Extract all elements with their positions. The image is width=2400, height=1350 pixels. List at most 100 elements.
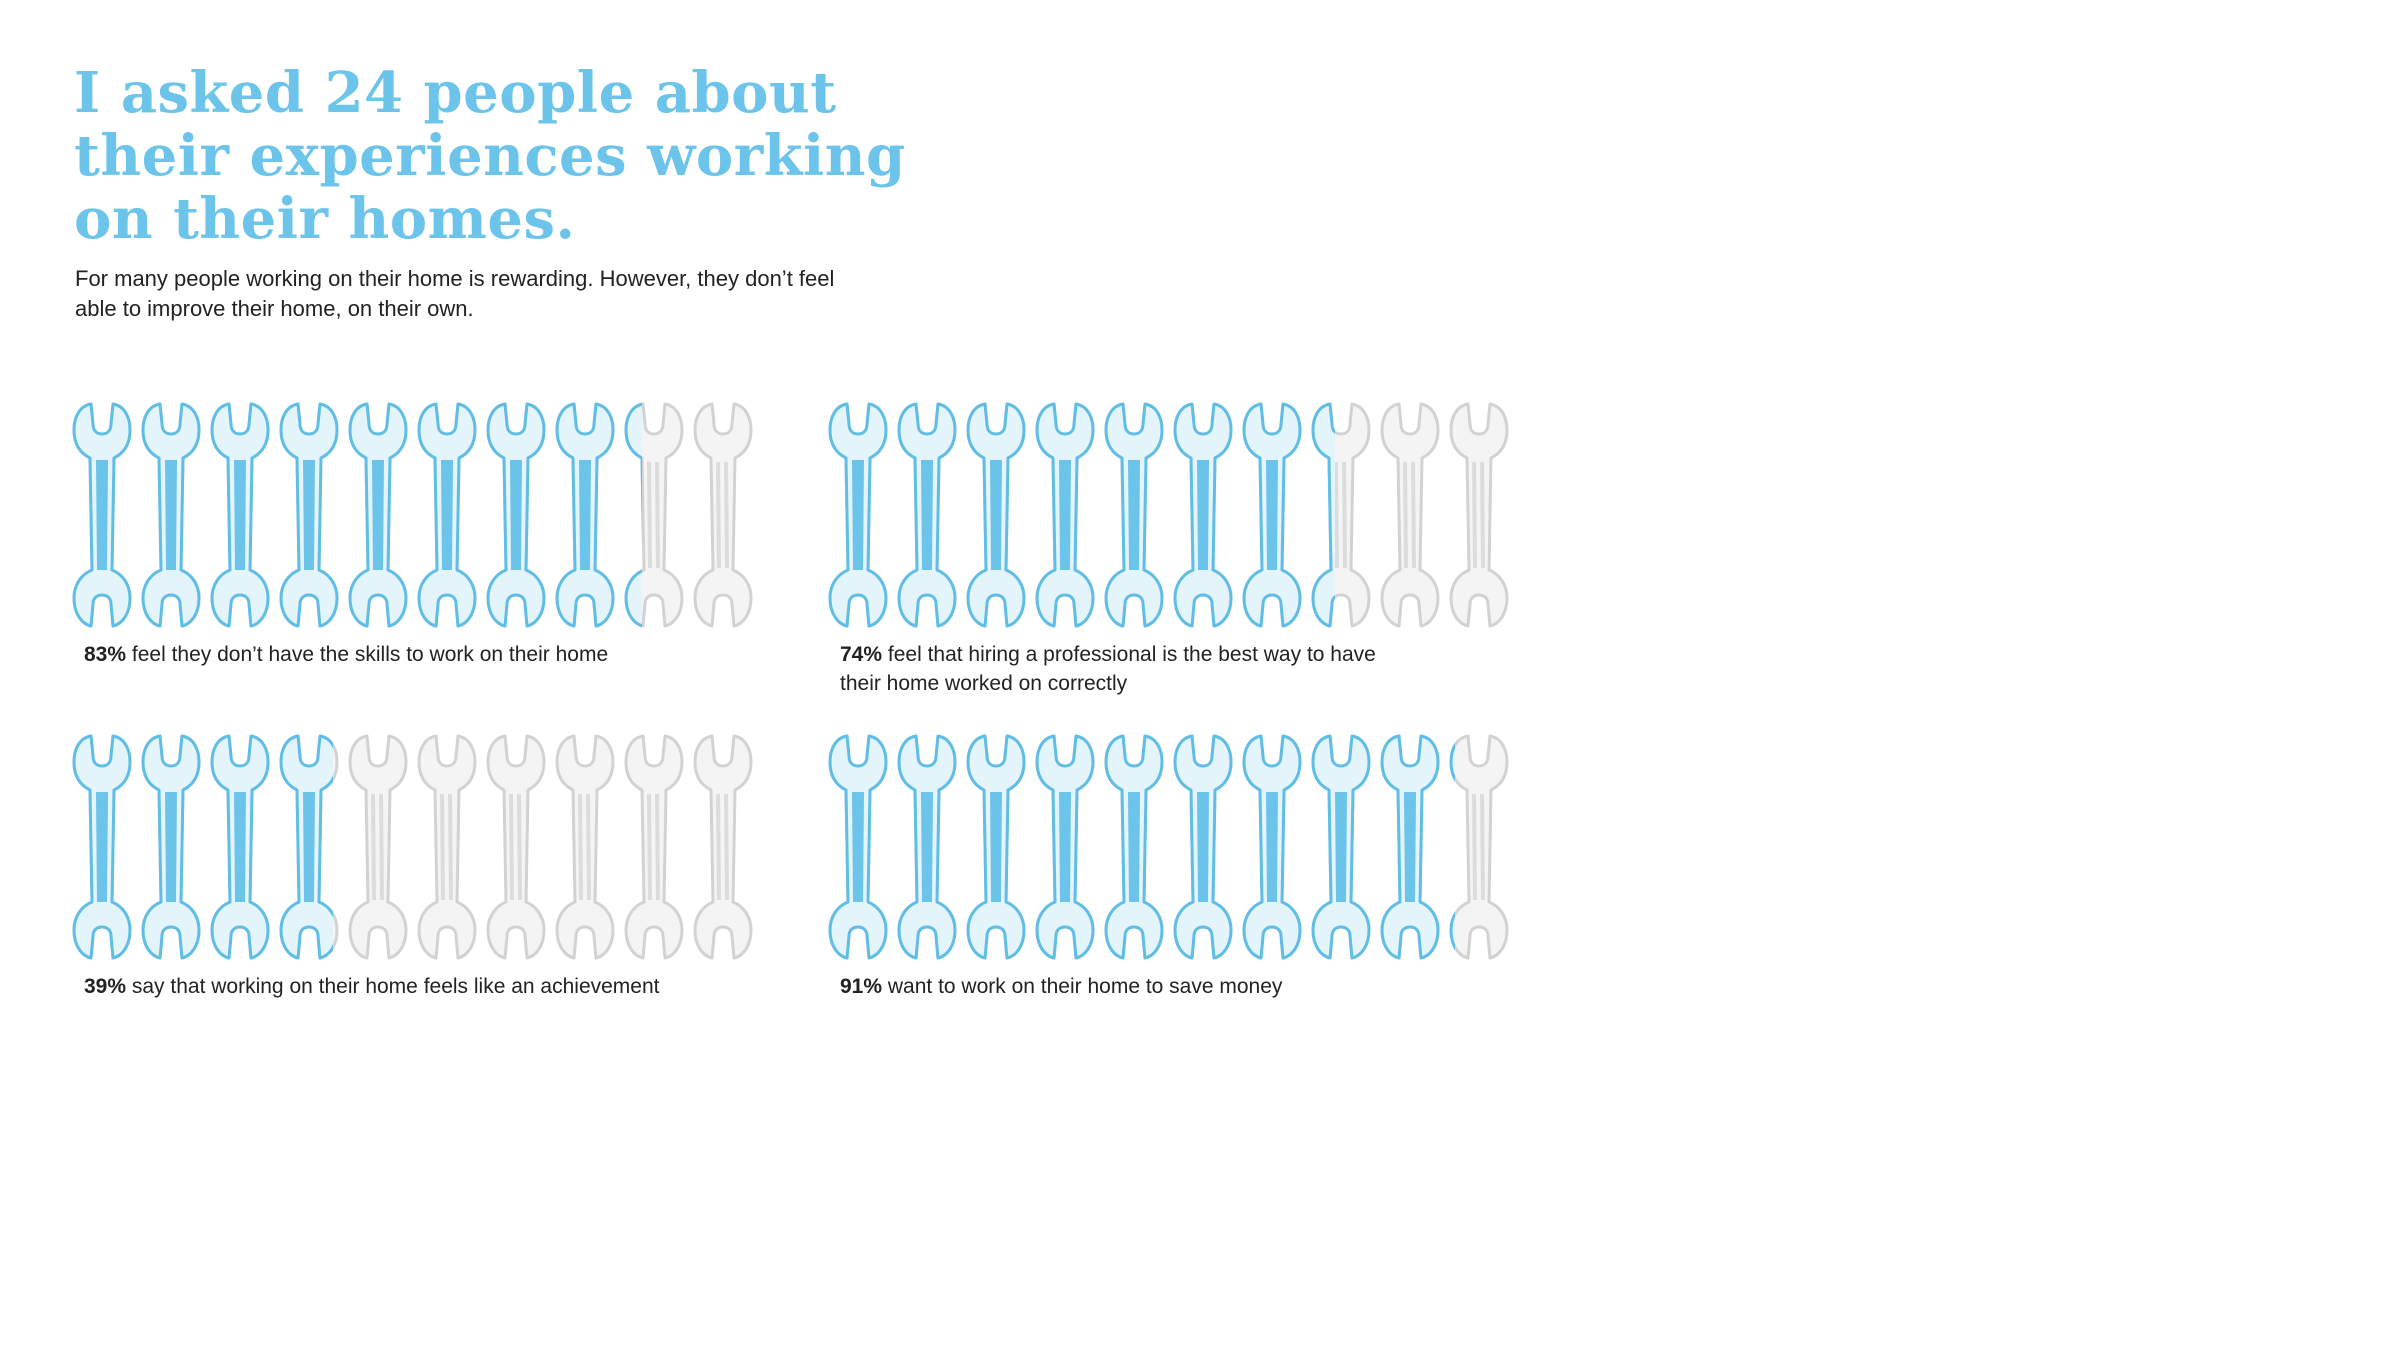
wrench-icon <box>210 734 270 960</box>
wrench-icon <box>1311 734 1371 960</box>
stat-percent: 74% <box>840 643 883 666</box>
wrench-filled-part <box>897 402 957 628</box>
wrench-pictograph <box>828 734 1509 960</box>
wrench-filled-part <box>486 402 546 628</box>
wrench-filled-part <box>1035 402 1095 628</box>
wrench-empty-part <box>486 734 546 960</box>
wrench-icon <box>624 402 684 628</box>
wrench-filled-part <box>966 402 1026 628</box>
wrench-filled-part <box>279 402 339 628</box>
wrench-icon <box>279 734 339 960</box>
wrench-icon <box>72 734 132 960</box>
wrench-filled-part <box>1104 402 1164 628</box>
wrench-filled-part <box>1311 734 1371 960</box>
wrench-filled-part <box>417 402 477 628</box>
stat-text: feel that hiring a professional is the b… <box>840 643 1376 695</box>
wrench-empty-part <box>348 734 408 960</box>
stat-caption: 91% want to work on their home to save m… <box>840 972 1490 1001</box>
wrench-icon <box>1173 402 1233 628</box>
wrench-icon <box>348 734 408 960</box>
wrench-icon <box>1380 402 1440 628</box>
wrench-empty-part <box>555 734 615 960</box>
wrench-empty-part <box>693 734 753 960</box>
wrench-filled-part <box>1242 734 1302 960</box>
wrench-icon <box>1449 402 1509 628</box>
wrench-icon <box>348 402 408 628</box>
wrench-empty-part <box>624 734 684 960</box>
stat-panel-achievement: 39% say that working on their home feels… <box>72 732 774 1032</box>
wrench-icon <box>1242 734 1302 960</box>
wrench-filled-part <box>555 402 615 628</box>
wrench-empty-part <box>417 734 477 960</box>
wrench-icon <box>141 402 201 628</box>
wrench-filled-part <box>624 402 642 628</box>
wrench-icon <box>210 402 270 628</box>
stat-text: say that working on their home feels lik… <box>131 975 660 998</box>
stat-text: want to work on their home to save money <box>887 975 1283 998</box>
stat-text: feel they don’t have the skills to work … <box>131 643 609 666</box>
stat-percent: 39% <box>84 975 127 998</box>
wrench-filled-part <box>210 734 270 960</box>
wrench-icon <box>693 402 753 628</box>
stat-panel-hiring: 74% feel that hiring a professional is t… <box>828 400 1530 700</box>
page-title: I asked 24 people about their experience… <box>74 60 906 252</box>
stat-panel-save-money: 91% want to work on their home to save m… <box>828 732 1530 1032</box>
stat-caption: 83% feel they don’t have the skills to w… <box>84 640 734 669</box>
wrench-icon <box>417 402 477 628</box>
wrench-filled-part <box>828 734 888 960</box>
wrench-filled-part <box>72 402 132 628</box>
wrench-pictograph <box>828 402 1509 628</box>
wrench-filled-part <box>1242 402 1302 628</box>
wrench-icon <box>555 734 615 960</box>
wrench-icon <box>1173 734 1233 960</box>
wrench-filled-part <box>1173 402 1233 628</box>
wrench-icon <box>1035 734 1095 960</box>
wrench-icon <box>417 734 477 960</box>
wrench-icon <box>555 402 615 628</box>
wrench-icon <box>897 402 957 628</box>
wrench-empty-part <box>1449 402 1509 628</box>
wrench-filled-part <box>1173 734 1233 960</box>
wrench-icon <box>624 734 684 960</box>
wrench-empty-part <box>693 402 753 628</box>
stat-percent: 83% <box>84 643 127 666</box>
wrench-filled-part <box>210 402 270 628</box>
wrench-pictograph <box>72 402 753 628</box>
wrench-icon <box>828 734 888 960</box>
wrench-icon <box>1035 402 1095 628</box>
wrench-filled-part <box>897 734 957 960</box>
wrench-icon <box>486 402 546 628</box>
wrench-icon <box>1380 734 1440 960</box>
page-subtitle: For many people working on their home is… <box>75 266 835 321</box>
wrench-empty-part <box>624 402 684 628</box>
wrench-empty-part <box>1380 402 1440 628</box>
stat-percent: 91% <box>840 975 883 998</box>
wrench-filled-part <box>1104 734 1164 960</box>
wrench-filled-part <box>279 734 333 960</box>
wrench-filled-part <box>1311 402 1335 628</box>
wrench-icon <box>966 734 1026 960</box>
wrench-icon <box>1242 402 1302 628</box>
stat-panel-skills: 83% feel they don’t have the skills to w… <box>72 400 774 700</box>
wrench-filled-part <box>1035 734 1095 960</box>
wrench-filled-part <box>141 402 201 628</box>
wrench-icon <box>141 734 201 960</box>
wrench-filled-part <box>828 402 888 628</box>
wrench-icon <box>72 402 132 628</box>
wrench-icon <box>486 734 546 960</box>
wrench-icon <box>828 402 888 628</box>
wrench-icon <box>1104 734 1164 960</box>
wrench-filled-part <box>72 734 132 960</box>
wrench-filled-part <box>348 402 408 628</box>
wrench-filled-part <box>966 734 1026 960</box>
stat-caption: 74% feel that hiring a professional is t… <box>840 640 1400 698</box>
wrench-icon <box>1104 402 1164 628</box>
wrench-icon <box>966 402 1026 628</box>
stat-caption: 39% say that working on their home feels… <box>84 972 734 1001</box>
wrench-filled-part <box>141 734 201 960</box>
wrench-icon <box>897 734 957 960</box>
wrench-icon <box>1311 402 1371 628</box>
wrench-empty-part <box>1449 734 1509 960</box>
wrench-filled-part <box>1380 734 1440 960</box>
wrench-filled-part <box>1449 742 1455 951</box>
